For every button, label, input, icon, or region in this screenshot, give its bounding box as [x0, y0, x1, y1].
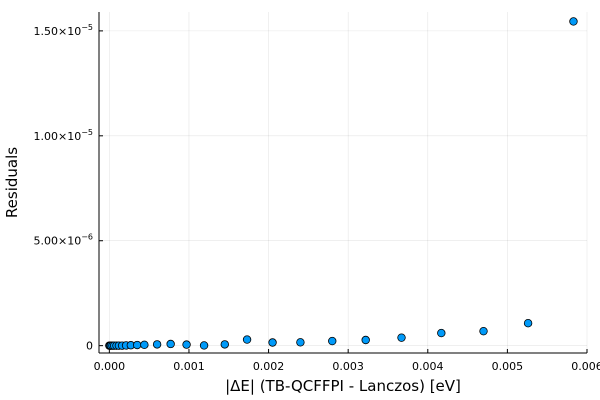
y-tick-label: 1.50×10−5 [33, 23, 93, 38]
y-tick-mantissa: 5.00×10 [33, 235, 81, 248]
data-point [361, 335, 370, 345]
x-axis-title: |ΔE| (TB-QCFFPI - Lanczos) [eV] [225, 377, 461, 395]
y-tick-mantissa: 1.00×10 [33, 130, 81, 143]
x-tick-label: 0.005 [492, 360, 524, 373]
grid [99, 12, 588, 353]
ticks: 0.000 0.001 0.002 0.003 0.004 0.005 0.006 0 5.00… [33, 23, 600, 373]
x-tick-label: 0.000 [94, 360, 126, 373]
x-tick-label: 0.004 [412, 360, 444, 373]
x-tick-label: 0.001 [173, 360, 205, 373]
y-tick-exponent: −6 [81, 233, 93, 242]
y-axis-title: Residuals [3, 147, 21, 218]
y-tick-label: 5.00×10−6 [33, 233, 93, 248]
data-point [437, 328, 446, 338]
y-tick-mantissa: 1.50×10 [33, 25, 81, 38]
data-point [152, 340, 162, 349]
data-point [182, 340, 191, 349]
axes [98, 12, 587, 354]
data-point [242, 335, 252, 344]
data-point [199, 341, 209, 350]
y-tick-label: 0 [86, 340, 93, 353]
data-point [166, 339, 175, 349]
data-point [479, 326, 488, 336]
data-points [105, 17, 578, 350]
data-point [328, 336, 337, 346]
y-tick-exponent: −5 [81, 23, 93, 32]
data-point [397, 333, 406, 342]
data-point [523, 319, 533, 328]
y-tick-exponent: −5 [81, 128, 93, 137]
data-point [140, 340, 149, 350]
data-point [268, 338, 277, 347]
x-tick-label: 0.002 [253, 360, 285, 373]
data-point [133, 340, 142, 350]
x-tick-label: 0.006 [571, 360, 600, 373]
y-tick-label: 1.00×10−5 [33, 128, 93, 143]
data-point [569, 17, 578, 26]
data-point [220, 340, 229, 349]
data-point [296, 338, 305, 347]
x-tick-label: 0.003 [332, 360, 364, 373]
